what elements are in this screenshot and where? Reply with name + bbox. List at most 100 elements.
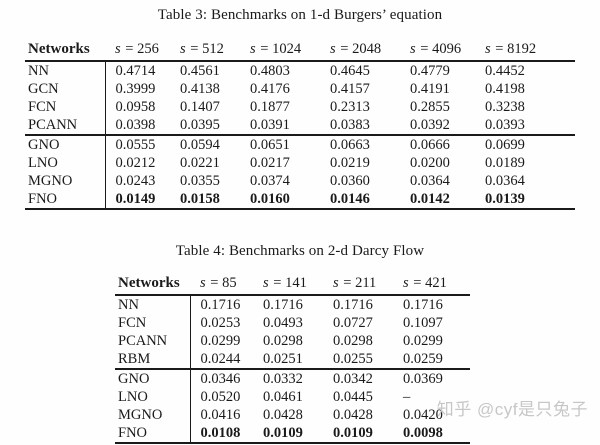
error-value-cell: 0.4138 <box>180 80 220 97</box>
error-value-cell: 0.0958 <box>115 98 156 115</box>
error-value-cell: 0.4191 <box>410 80 450 97</box>
error-value-cell: 0.0299 <box>403 332 443 349</box>
table-header: Networks s = 85 s = 141 s = 211 s = 421 <box>115 274 470 296</box>
error-value-cell: 0.0259 <box>403 350 443 367</box>
error-value-cell: 0.0219 <box>330 154 370 171</box>
error-value-cell: 0.0699 <box>475 134 575 154</box>
error-value-cell: 0.0393 <box>485 116 525 133</box>
error-value-cell: 0.0346 <box>190 368 253 388</box>
network-name: GNO <box>25 134 106 154</box>
error-value-cell: 0.0594 <box>170 134 240 154</box>
error-value-cell: 0.4452 <box>485 62 525 79</box>
table-body: NN 0.1716 0.1716 0.1716 0.1716 FCN 0.0253 0.049… <box>115 295 470 444</box>
table-header: Networks s = 256 s = 512 s = 1024 s = 2048 s … <box>25 40 575 62</box>
network-name: FCN <box>25 98 106 116</box>
error-value-cell: 0.0364 <box>410 172 450 189</box>
table4-caption: Table 4: Benchmarks on 2-d Darcy Flow <box>175 243 425 259</box>
error-value-cell: 0.0663 <box>320 134 400 154</box>
error-value-cell: 0.3238 <box>485 98 525 115</box>
error-value-cell: 0.0109 <box>323 424 393 444</box>
error-value-cell: 0.0355 <box>180 172 220 189</box>
table-row-lno: LNO 0.0520 0.0461 0.0445 – <box>115 388 470 406</box>
table-row-nn: NN 0.1716 0.1716 0.1716 0.1716 <box>115 295 470 314</box>
error-value-cell: 0.1716 <box>200 296 241 313</box>
error-value-cell: 0.0251 <box>263 350 303 367</box>
network-name: LNO <box>25 154 106 172</box>
error-value-cell: 0.3999 <box>115 80 156 97</box>
network-name: NN <box>115 295 191 314</box>
error-value-cell: 0.4561 <box>180 62 220 79</box>
error-value-cell: 0.0374 <box>250 172 290 189</box>
network-name: NN <box>25 61 106 80</box>
error-value-cell: 0.0395 <box>180 116 220 133</box>
error-value-cell: 0.0428 <box>333 406 373 423</box>
network-name: GNO <box>115 368 191 388</box>
error-value-cell: 0.0369 <box>393 368 470 388</box>
error-value-cell: 0.2313 <box>330 98 370 115</box>
error-value-cell: 0.0158 <box>170 190 240 210</box>
error-value-cell: 0.0555 <box>105 134 170 154</box>
table-row-gno: GNO 0.0555 0.0594 0.0651 0.0663 0.0666 0.0699 <box>25 134 575 154</box>
error-value-cell: 0.0243 <box>115 172 156 189</box>
error-value-cell: 0.0253 <box>200 314 241 331</box>
table-row-rbm: RBM 0.0244 0.0251 0.0255 0.0259 <box>115 350 470 369</box>
error-value-cell: 0.4157 <box>330 80 370 97</box>
error-value-cell: 0.0149 <box>105 190 170 210</box>
math-symbol: s <box>410 41 416 57</box>
error-value-cell: 0.0109 <box>253 424 323 444</box>
network-name: LNO <box>115 388 191 406</box>
error-value-cell: 0.0666 <box>400 134 475 154</box>
error-value-cell: 0.1407 <box>180 98 220 115</box>
watermark-text: 知乎 @cyf是只兔子 <box>436 400 588 419</box>
math-symbol: s <box>250 41 256 57</box>
error-value-cell: 0.0445 <box>333 388 373 405</box>
error-value-cell: 0.0360 <box>330 172 370 189</box>
header-resolution: s = 141 <box>253 274 323 296</box>
error-value-cell: 0.0217 <box>250 154 290 171</box>
header-row: Networks s = 256 s = 512 s = 1024 s = 2048 s … <box>25 40 575 62</box>
error-value-cell: 0.0392 <box>410 116 450 133</box>
error-value-cell: 0.0332 <box>253 368 323 388</box>
error-value-cell: 0.0255 <box>333 350 373 367</box>
error-value-cell: 0.0142 <box>400 190 475 210</box>
error-value-cell: 0.0651 <box>240 134 320 154</box>
header-networks: Networks <box>25 40 105 62</box>
table-row-lno: LNO 0.0212 0.0221 0.0217 0.0219 0.0200 0.0189 <box>25 154 575 172</box>
network-name: MGNO <box>115 406 191 424</box>
network-name: FNO <box>25 190 106 210</box>
error-value-cell: 0.0391 <box>250 116 290 133</box>
header-resolution: s = 512 <box>170 40 240 62</box>
header-networks: Networks <box>115 274 190 296</box>
error-value-cell: 0.0520 <box>200 388 241 405</box>
table-row-mgno: MGNO 0.0416 0.0428 0.0428 0.0420 <box>115 406 470 424</box>
error-value-cell: 0.1097 <box>403 314 443 331</box>
error-value-cell: 0.0493 <box>263 314 303 331</box>
header-resolution: s = 256 <box>105 40 170 62</box>
error-value-cell: 0.0299 <box>200 332 241 349</box>
error-value-cell: 0.0212 <box>115 154 156 171</box>
error-value-cell: 0.4714 <box>115 62 156 79</box>
error-value-cell: 0.4803 <box>250 62 290 79</box>
error-value-cell: 0.0160 <box>240 190 320 210</box>
header-resolution: s = 421 <box>393 274 470 296</box>
table-body: NN 0.4714 0.4561 0.4803 0.4645 0.4779 0.4452 GC… <box>25 61 575 210</box>
network-name: PCANN <box>25 116 106 135</box>
error-value-cell: 0.0364 <box>485 172 525 189</box>
header-resolution: s = 2048 <box>320 40 400 62</box>
error-value-cell: 0.0221 <box>180 154 220 171</box>
math-symbol: s <box>333 275 339 291</box>
table3-burgers-benchmarks: Networks s = 256 s = 512 s = 1024 s = 2048 s … <box>25 40 575 210</box>
table-row-fcn: FCN 0.0958 0.1407 0.1877 0.2313 0.2855 0.3238 <box>25 98 575 116</box>
network-name: PCANN <box>115 332 191 350</box>
error-value-cell: 0.0727 <box>333 314 373 331</box>
table-row-fno: FNO 0.0108 0.0109 0.0109 0.0098 <box>115 424 470 444</box>
header-resolution: s = 211 <box>323 274 393 296</box>
error-value-cell: 0.0200 <box>410 154 450 171</box>
error-value-cell: 0.4198 <box>485 80 525 97</box>
error-value-cell: 0.1877 <box>250 98 290 115</box>
error-value-cell: 0.0244 <box>200 350 241 367</box>
network-name: MGNO <box>25 172 106 190</box>
error-value-cell: 0.0383 <box>330 116 370 133</box>
error-value-cell: 0.1716 <box>333 296 373 313</box>
header-row: Networks s = 85 s = 141 s = 211 s = 421 <box>115 274 470 296</box>
